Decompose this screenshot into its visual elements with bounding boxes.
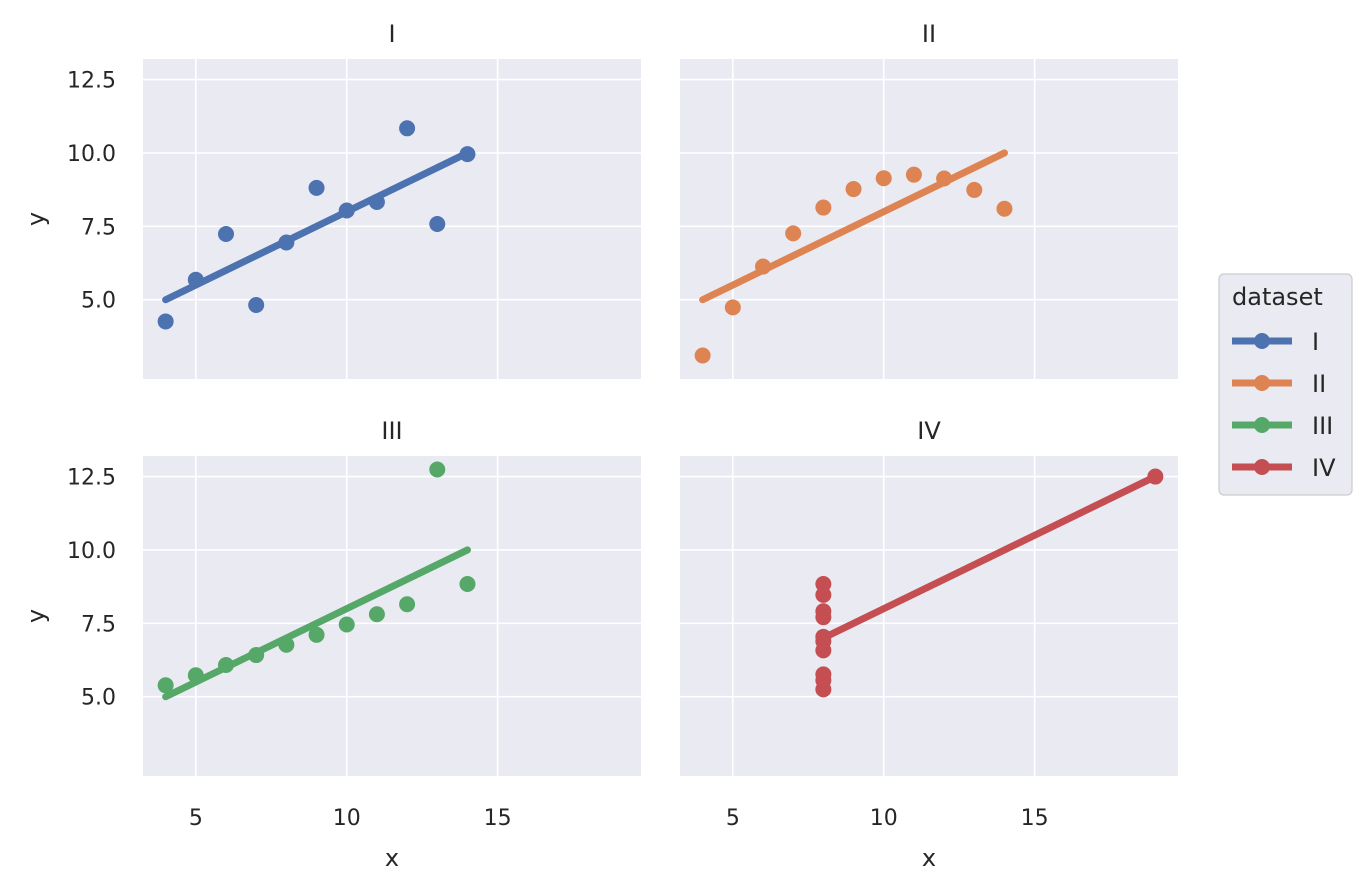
- legend-entry-label: I: [1312, 328, 1319, 356]
- data-point: [875, 170, 892, 187]
- data-point: [1147, 468, 1164, 485]
- facet-panel-III: III 5.0 7.5 10.0 12.5 y 5 10 15 x: [22, 417, 641, 872]
- facet-title: I: [388, 20, 395, 48]
- legend-title: dataset: [1232, 283, 1323, 311]
- data-point: [368, 606, 385, 623]
- data-point: [724, 299, 741, 316]
- data-point: [785, 225, 802, 242]
- y-axis-label: y: [22, 609, 50, 623]
- data-point: [218, 225, 234, 242]
- x-axis-label: x: [922, 844, 936, 872]
- legend-entry-label: IV: [1312, 454, 1336, 482]
- y-tick-label: 7.5: [81, 612, 116, 637]
- data-point: [429, 461, 446, 478]
- data-point: [905, 166, 922, 183]
- x-tick-label: 5: [189, 806, 203, 831]
- data-point: [694, 347, 711, 364]
- data-point: [815, 672, 832, 689]
- y-tick-label: 5.0: [81, 686, 116, 711]
- data-point: [157, 313, 174, 330]
- y-tick-label: 10.0: [67, 539, 116, 564]
- x-axis-label: x: [385, 844, 399, 872]
- facet-title: II: [922, 20, 936, 48]
- x-tick-label: 10: [333, 806, 361, 831]
- data-point: [815, 603, 832, 620]
- x-tick-label: 15: [1021, 806, 1049, 831]
- y-tick-label: 5.0: [81, 289, 116, 314]
- data-point: [845, 181, 862, 198]
- data-point: [429, 215, 446, 232]
- data-point: [815, 199, 832, 216]
- panel-background: [143, 59, 641, 379]
- fit-line: [162, 546, 471, 701]
- data-point: [755, 258, 771, 275]
- data-point: [936, 170, 953, 187]
- y-tick-label: 12.5: [67, 69, 116, 94]
- data-point: [248, 647, 265, 664]
- panel-background: [143, 456, 641, 776]
- legend-marker: [1254, 417, 1270, 433]
- x-tick-label: 5: [726, 806, 740, 831]
- fit-line: [819, 473, 1159, 642]
- x-tick-label: 10: [870, 806, 898, 831]
- legend-entry-label: III: [1312, 412, 1333, 440]
- facet-panel-II: II: [680, 20, 1178, 379]
- facet-title: III: [381, 417, 402, 445]
- data-point: [815, 586, 832, 603]
- data-point: [218, 657, 234, 674]
- x-tick-label: 15: [484, 806, 512, 831]
- data-point: [308, 626, 325, 643]
- data-point: [459, 146, 476, 163]
- fit-line: [162, 149, 471, 304]
- facet-panel-I: I 5.0 7.5 10.0 12.5 y: [22, 20, 641, 379]
- data-point: [996, 200, 1013, 217]
- data-point: [187, 271, 204, 288]
- data-point: [399, 120, 416, 137]
- data-point: [966, 181, 983, 198]
- data-point: [338, 616, 355, 633]
- y-tick-label: 10.0: [67, 142, 116, 167]
- data-point: [338, 202, 355, 219]
- data-point: [815, 633, 832, 650]
- data-point: [278, 636, 295, 653]
- panel-background: [680, 59, 1178, 379]
- data-point: [248, 297, 265, 314]
- data-point: [459, 576, 476, 592]
- data-point: [187, 667, 204, 684]
- y-tick-label: 7.5: [81, 215, 116, 240]
- data-point: [308, 179, 325, 196]
- facet-panel-IV: IV 5 10 15 x: [680, 417, 1178, 872]
- data-point: [157, 677, 174, 694]
- legend-marker: [1254, 459, 1270, 475]
- data-point: [399, 596, 416, 613]
- y-axis-label: y: [22, 212, 50, 226]
- fit-line: [699, 149, 1008, 304]
- legend-marker: [1254, 333, 1270, 349]
- legend-marker: [1254, 375, 1270, 391]
- y-tick-label: 12.5: [67, 466, 116, 491]
- data-point: [368, 193, 385, 210]
- facet-title: IV: [917, 417, 941, 445]
- data-point: [278, 234, 295, 251]
- legend-entry-label: II: [1312, 370, 1326, 398]
